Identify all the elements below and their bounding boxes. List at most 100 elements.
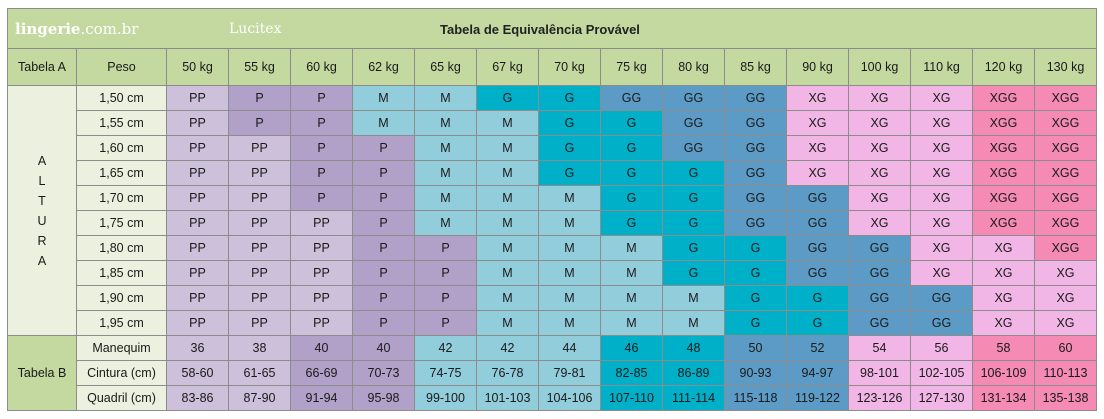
size-cell: PP xyxy=(166,160,229,186)
measure-cell: 111-114 xyxy=(662,385,725,411)
size-cell: G xyxy=(538,85,601,111)
size-cell: PP xyxy=(166,285,229,311)
weight-header: 60 kg xyxy=(290,48,353,86)
size-cell: XG xyxy=(910,110,973,136)
table-row: 1,85 cm PP PP PP P P M M M G G GG GG XG XG XG xyxy=(8,260,1097,286)
weight-header: 90 kg xyxy=(786,48,849,86)
size-cell: P xyxy=(352,310,415,336)
size-cell: PP xyxy=(228,185,291,211)
size-cell: GG xyxy=(786,260,849,286)
measure-cell: 56 xyxy=(910,335,973,361)
size-cell: PP xyxy=(166,310,229,336)
measure-cell: 42 xyxy=(414,335,477,361)
measure-cell: 123-126 xyxy=(848,385,911,411)
banner: lingerie.com.br Lucitex Tabela de Equiva… xyxy=(7,8,1097,49)
height-label: 1,85 cm xyxy=(76,260,167,286)
size-cell: G xyxy=(786,285,849,311)
size-cell: PP xyxy=(166,210,229,236)
table-row: A L T U R A 1,50 cm PP P P M M G G GG GG GG XG XG XG XGG XGG xyxy=(7,85,1097,336)
size-cell: P xyxy=(352,285,415,311)
size-cell: M xyxy=(600,235,663,261)
measure-cell: 115-118 xyxy=(724,385,787,411)
height-label: 1,95 cm xyxy=(76,310,167,336)
size-cell: M xyxy=(476,135,539,161)
size-cell: GG xyxy=(600,85,663,111)
size-cell: G xyxy=(724,285,787,311)
measure-cell: 58 xyxy=(972,335,1035,361)
size-cell: GG xyxy=(724,135,787,161)
measure-label: Cintura (cm) xyxy=(76,360,167,386)
size-cell: P xyxy=(290,85,353,111)
brand-bold: lingerie xyxy=(15,20,81,38)
size-cell: XGG xyxy=(972,160,1035,186)
size-cell: G xyxy=(538,135,601,161)
height-axis-letter: A xyxy=(37,253,47,268)
height-label: 1,60 cm xyxy=(76,135,167,161)
size-cell: M xyxy=(476,235,539,261)
size-cell: M xyxy=(352,85,415,111)
size-cell: XG xyxy=(786,135,849,161)
size-cell: M xyxy=(414,210,477,236)
size-cell: G xyxy=(600,110,663,136)
size-cell: PP xyxy=(290,235,353,261)
size-cell: M xyxy=(352,110,415,136)
measure-cell: 91-94 xyxy=(290,385,353,411)
weight-header: 75 kg xyxy=(600,48,663,86)
size-cell: P xyxy=(352,160,415,186)
size-cell: XG xyxy=(910,235,973,261)
size-cell: PP xyxy=(166,185,229,211)
size-cell: P xyxy=(290,135,353,161)
size-cell: PP xyxy=(166,85,229,111)
table-row: 1,60 cm PP PP P P M M G G GG GG XG XG XG XGG XGG xyxy=(8,135,1097,161)
size-cell: P xyxy=(352,210,415,236)
size-cell: XG xyxy=(848,160,911,186)
size-cell: PP xyxy=(228,285,291,311)
size-cell: XG xyxy=(910,85,973,111)
size-cell: PP xyxy=(166,135,229,161)
height-label: 1,90 cm xyxy=(76,285,167,311)
measure-cell: 107-110 xyxy=(600,385,663,411)
size-cell: GG xyxy=(724,185,787,211)
size-cell: PP xyxy=(228,260,291,286)
size-cell: GG xyxy=(724,160,787,186)
size-cell: PP xyxy=(290,210,353,236)
size-cell: M xyxy=(476,110,539,136)
height-axis-letter: R xyxy=(37,233,47,248)
weight-header: 67 kg xyxy=(476,48,539,86)
measure-cell: 38 xyxy=(228,335,291,361)
size-cell: P xyxy=(290,110,353,136)
weight-header: 55 kg xyxy=(228,48,291,86)
size-cell: XG xyxy=(848,210,911,236)
height-label: 1,50 cm xyxy=(76,85,167,111)
measure-cell: 87-90 xyxy=(228,385,291,411)
size-cell: XG xyxy=(786,110,849,136)
measure-cell: 61-65 xyxy=(228,360,291,386)
table-row: 1,65 cm PP PP P P M M G G G GG XG XG XG XGG XGG xyxy=(8,160,1097,186)
size-cell: XG xyxy=(972,260,1035,286)
size-cell: XGG xyxy=(972,135,1035,161)
size-cell: PP xyxy=(290,310,353,336)
size-cell: XGG xyxy=(1034,160,1097,186)
size-cell: GG xyxy=(724,110,787,136)
size-cell: M xyxy=(414,85,477,111)
measure-cell: 40 xyxy=(290,335,353,361)
size-cell: XGG xyxy=(972,110,1035,136)
size-cell: M xyxy=(600,260,663,286)
size-cell: XG xyxy=(848,135,911,161)
size-cell: GG xyxy=(848,260,911,286)
height-axis-letter: T xyxy=(38,193,46,208)
measure-row: Cintura (cm) 58-60 61-65 66-69 70-73 74-75 76-… xyxy=(8,360,1097,386)
size-cell: M xyxy=(662,285,725,311)
size-cell: XGG xyxy=(1034,110,1097,136)
measure-label: Manequim xyxy=(76,335,167,361)
measure-cell: 110-113 xyxy=(1034,360,1097,386)
size-cell: PP xyxy=(228,235,291,261)
header-row: Tabela A Peso 50 kg 55 kg 60 kg 62 kg 65 kg 6… xyxy=(7,48,1097,86)
size-cell: P xyxy=(228,110,291,136)
height-label: 1,80 cm xyxy=(76,235,167,261)
measure-cell: 42 xyxy=(476,335,539,361)
measure-cell: 95-98 xyxy=(352,385,415,411)
table-row: 1,55 cm PP P P M M M G G GG GG XG XG XG XGG XGG xyxy=(8,110,1097,136)
size-cell: G xyxy=(662,210,725,236)
